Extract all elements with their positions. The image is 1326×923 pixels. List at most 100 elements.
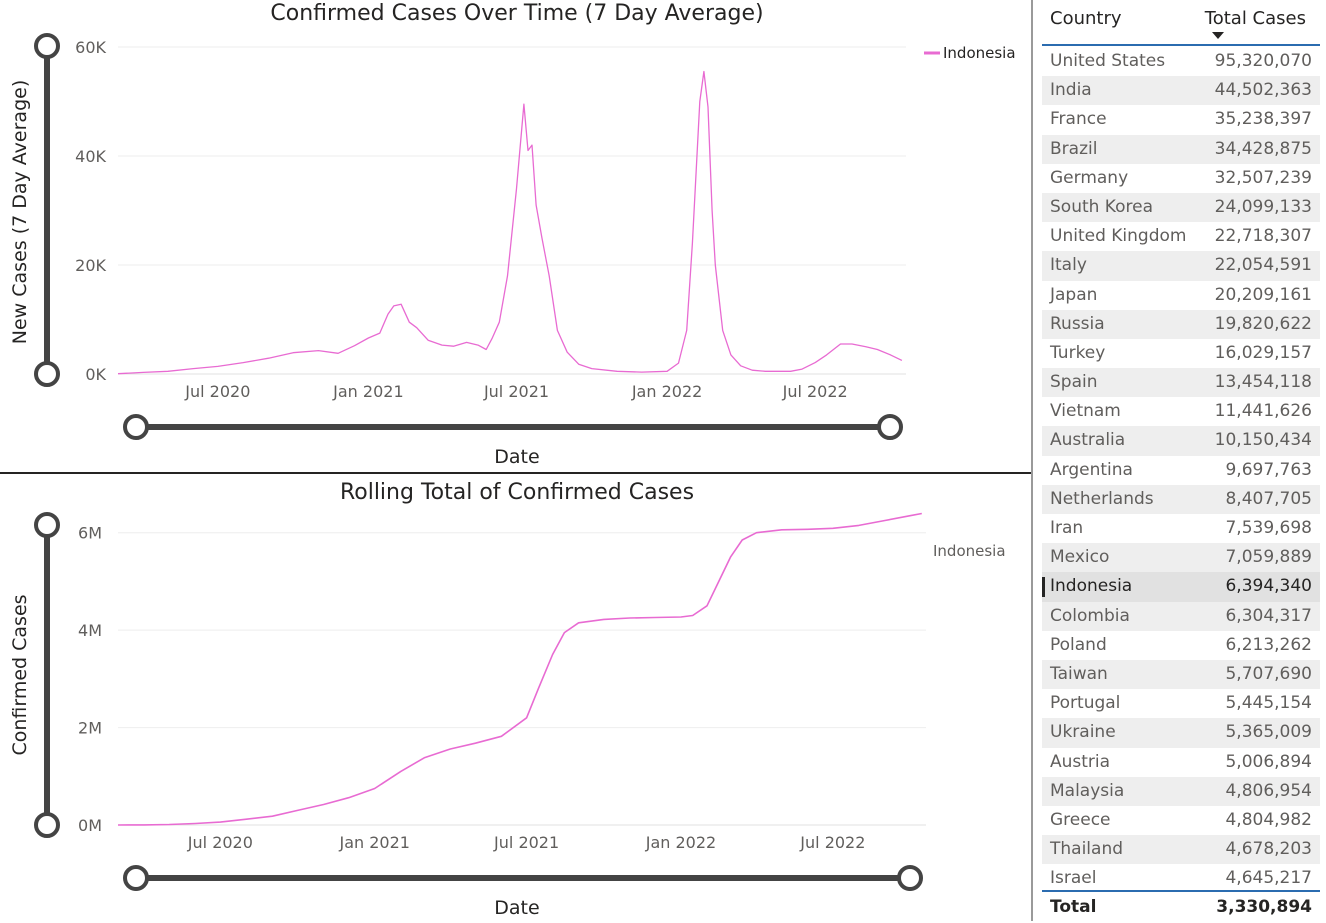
chart1-x-tick-label: Jul 2020 — [187, 833, 253, 852]
table-row[interactable]: Poland 6,213,262 — [1042, 631, 1320, 660]
chart1-x-zoom-slider-handle-left[interactable] — [123, 865, 149, 891]
chart0-x-axis-title: Date — [494, 446, 539, 468]
chart0-y-zoom-slider-handle-top[interactable] — [34, 33, 60, 59]
total-cases-cell: 8,407,705 — [1225, 488, 1312, 509]
table-row[interactable]: Colombia 6,304,317 — [1042, 601, 1320, 631]
total-cases-cell: 4,678,203 — [1225, 839, 1312, 860]
total-cases-cell: 6,304,317 — [1225, 605, 1312, 626]
table-body: United States 95,320,070 India 44,502,363 Fr… — [1042, 47, 1320, 893]
total-cases-cell: 6,213,262 — [1225, 634, 1312, 655]
table-row[interactable]: Netherlands 8,407,705 — [1042, 484, 1320, 514]
total-cases-cell: 9,697,763 — [1225, 459, 1312, 480]
table-row[interactable]: United Kingdom 22,718,307 — [1042, 222, 1320, 251]
total-cases-cell: 22,054,591 — [1214, 255, 1312, 276]
chart1-y-tick-label: 6M — [78, 524, 102, 543]
column-header-total-cases[interactable]: Total Cases — [1204, 8, 1306, 29]
chart1-series-line-indonesia[interactable] — [117, 512, 922, 826]
table-total-row: Total 3,330,894 — [1042, 890, 1320, 923]
sort-descending-icon[interactable] — [1212, 32, 1224, 39]
country-cell: Mexico — [1050, 547, 1110, 568]
chart1-title: Rolling Total of Confirmed Cases — [340, 480, 694, 505]
column-header-country[interactable]: Country — [1050, 8, 1122, 29]
table-row[interactable]: Brazil 34,428,875 — [1042, 134, 1320, 164]
country-cell: Turkey — [1050, 342, 1106, 363]
table-row[interactable]: Germany 32,507,239 — [1042, 164, 1320, 193]
country-cell: Brazil — [1050, 138, 1098, 159]
chart1-x-axis-title: Date — [494, 897, 539, 919]
total-cases-cell: 44,502,363 — [1214, 80, 1312, 101]
country-cell: Portugal — [1050, 693, 1121, 714]
country-cell: Israel — [1050, 868, 1097, 889]
country-cell: Argentina — [1050, 459, 1133, 480]
chart0-x-zoom-slider-handle-left[interactable] — [123, 414, 149, 440]
chart0-y-tick-label: 40K — [75, 147, 106, 166]
table-row[interactable]: United States 95,320,070 — [1042, 47, 1320, 76]
chart0-y-tick-label: 60K — [75, 38, 106, 57]
total-cases-cell: 4,806,954 — [1225, 780, 1312, 801]
table-row[interactable]: Spain 13,454,118 — [1042, 368, 1320, 398]
chart0-x-tick-label: Jul 2020 — [184, 382, 250, 401]
chart1-x-zoom-slider-handle-right[interactable] — [897, 865, 923, 891]
total-cases-cell: 19,820,622 — [1214, 313, 1312, 334]
table-row[interactable]: Israel 4,645,217 — [1042, 864, 1320, 893]
country-cell: India — [1050, 80, 1092, 101]
table-row[interactable]: Russia 19,820,622 — [1042, 309, 1320, 339]
country-cell: Japan — [1050, 284, 1098, 305]
chart1-y-tick-label: 2M — [78, 719, 102, 738]
country-cell: United States — [1050, 51, 1166, 71]
selection-indicator — [1042, 577, 1045, 598]
chart1-y-tick-label: 0M — [78, 816, 102, 835]
total-cases-cell: 5,445,154 — [1225, 693, 1312, 714]
total-cases-cell: 6,394,340 — [1225, 576, 1312, 597]
table-row[interactable]: Taiwan 5,707,690 — [1042, 659, 1320, 690]
country-cell: Netherlands — [1050, 488, 1154, 509]
chart1-y-zoom-slider-handle-bottom[interactable] — [34, 812, 60, 838]
table-row[interactable]: Iran 7,539,698 — [1042, 514, 1320, 543]
chart0-x-tick-label: Jul 2022 — [782, 382, 848, 401]
table-row[interactable]: Japan 20,209,161 — [1042, 281, 1320, 310]
total-cases-cell: 5,365,009 — [1225, 722, 1312, 743]
total-cases-cell: 7,059,889 — [1225, 547, 1312, 568]
table-row[interactable]: France 35,238,397 — [1042, 105, 1320, 134]
chart1-y-zoom-slider-handle-top[interactable] — [34, 512, 60, 538]
total-cases-cell: 13,454,118 — [1214, 372, 1312, 393]
panel-divider-horizontal — [0, 472, 1031, 474]
table-row[interactable]: Ukraine 5,365,009 — [1042, 718, 1320, 748]
total-cases-cell: 16,029,157 — [1214, 342, 1312, 363]
total-value: 3,330,894 — [1216, 897, 1312, 917]
chart0-title: Confirmed Cases Over Time (7 Day Average… — [270, 1, 763, 26]
table-row[interactable]: Indonesia 6,394,340 — [1042, 572, 1320, 602]
total-cases-cell: 11,441,626 — [1214, 401, 1312, 422]
table-row[interactable]: Australia 10,150,434 — [1042, 426, 1320, 456]
chart1-series-label: Indonesia — [933, 542, 1006, 560]
table-row[interactable]: Mexico 7,059,889 — [1042, 543, 1320, 573]
table-row[interactable]: Austria 5,006,894 — [1042, 748, 1320, 777]
table-row[interactable]: Thailand 4,678,203 — [1042, 835, 1320, 865]
total-cases-cell: 4,804,982 — [1225, 809, 1312, 830]
table-row[interactable]: Italy 22,054,591 — [1042, 251, 1320, 281]
chart0-x-zoom-slider-handle-right[interactable] — [877, 414, 903, 440]
country-cell: Germany — [1050, 167, 1129, 188]
chart0-y-zoom-slider-handle-bottom[interactable] — [34, 361, 60, 387]
country-cell: Poland — [1050, 634, 1107, 655]
chart0-x-tick-label: Jul 2021 — [483, 382, 549, 401]
total-cases-cell: 7,539,698 — [1225, 518, 1312, 538]
table-row[interactable]: India 44,502,363 — [1042, 76, 1320, 106]
table-row[interactable]: Portugal 5,445,154 — [1042, 689, 1320, 718]
chart0-legend-label[interactable]: Indonesia — [943, 44, 1016, 62]
chart0-series-line-indonesia[interactable] — [117, 70, 903, 375]
total-cases-cell: 32,507,239 — [1214, 167, 1312, 188]
country-cell: Thailand — [1050, 839, 1124, 860]
table-row[interactable]: Argentina 9,697,763 — [1042, 456, 1320, 485]
country-cell: Russia — [1050, 313, 1105, 334]
table-row[interactable]: Turkey 16,029,157 — [1042, 339, 1320, 368]
table-row[interactable]: Malaysia 4,806,954 — [1042, 776, 1320, 806]
total-label: Total — [1050, 897, 1097, 917]
total-cases-cell: 35,238,397 — [1214, 109, 1312, 130]
chart1-x-tick-label: Jan 2022 — [645, 833, 716, 852]
chart0-x-tick-label: Jan 2021 — [332, 382, 403, 401]
table-row[interactable]: Greece 4,804,982 — [1042, 806, 1320, 835]
chart1-x-tick-label: Jan 2021 — [339, 833, 410, 852]
table-row[interactable]: Vietnam 11,441,626 — [1042, 397, 1320, 426]
table-row[interactable]: South Korea 24,099,133 — [1042, 192, 1320, 223]
